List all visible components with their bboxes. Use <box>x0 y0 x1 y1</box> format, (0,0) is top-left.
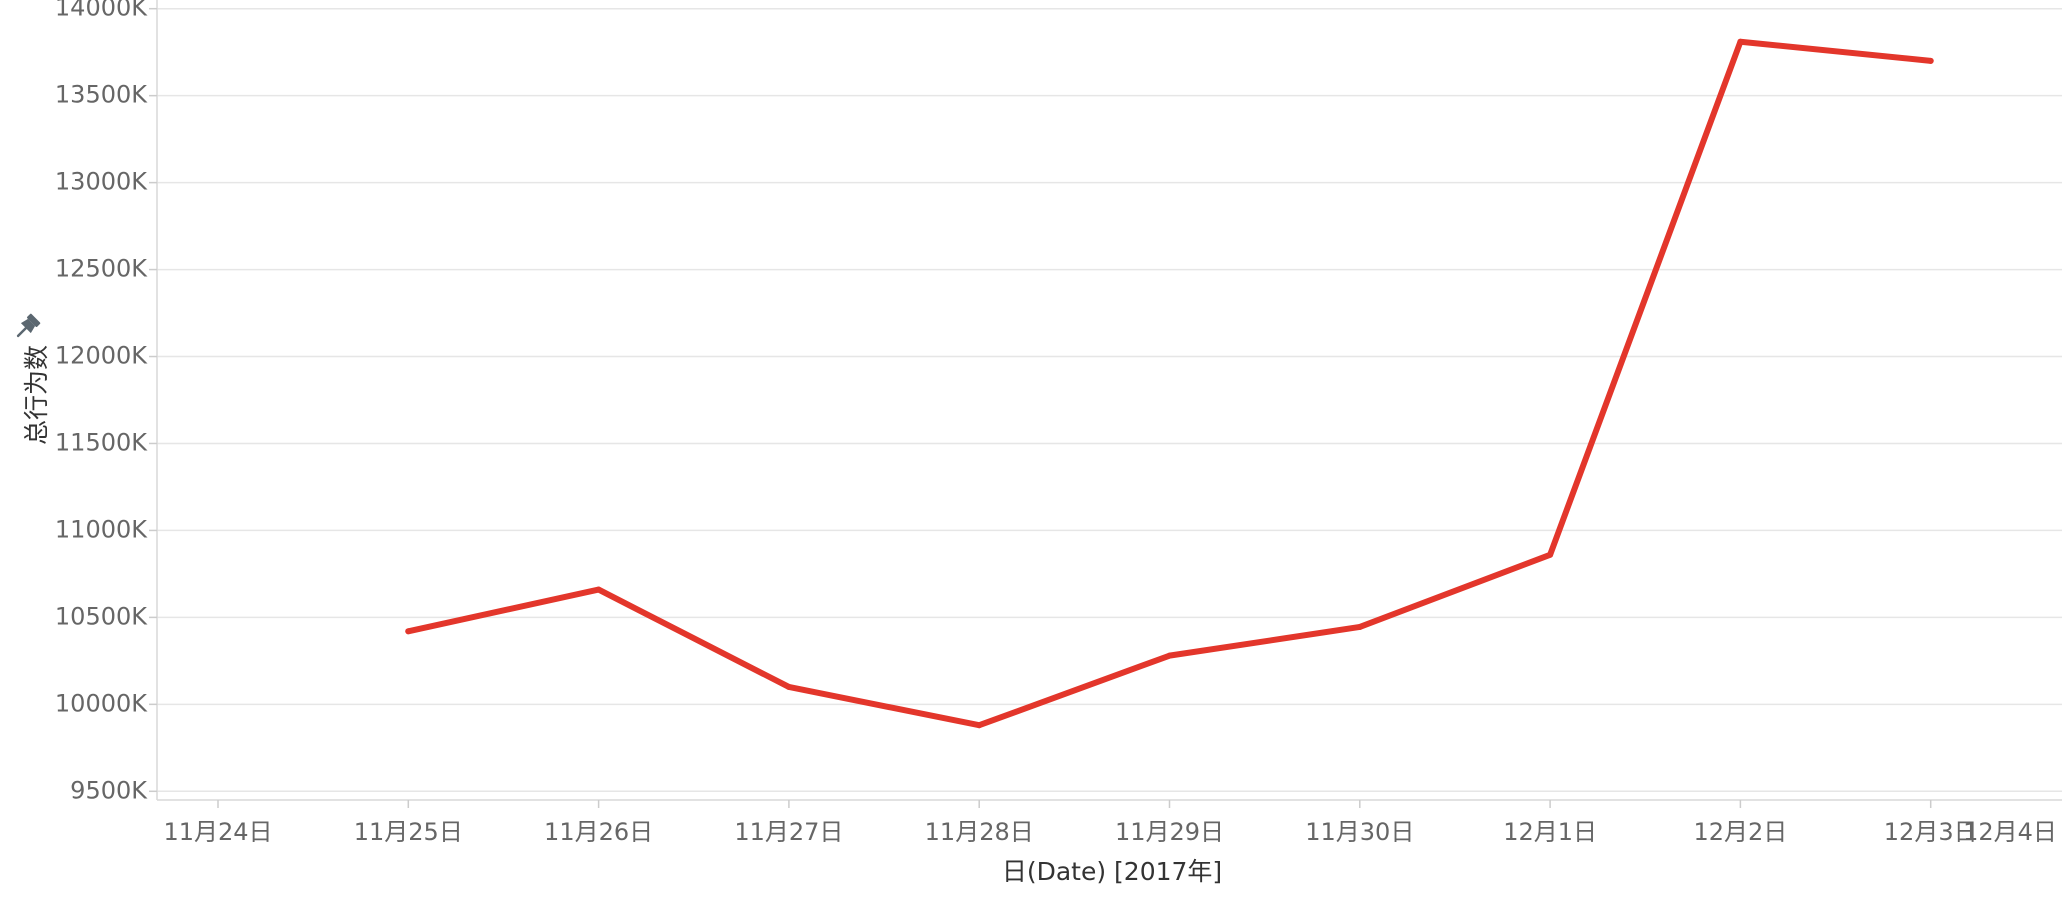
x-axis-ticks: 11月24日 11月25日 11月26日 11月27日 11月28日 11月29日 11月3… <box>163 800 2057 846</box>
x-axis-title: 日(Date) [2017年] <box>1002 857 1222 886</box>
x-tick-label: 12月1日 <box>1503 818 1597 846</box>
x-tick-label: 11月25日 <box>354 818 463 846</box>
y-axis-title: 总行为数 <box>22 345 51 445</box>
data-point[interactable] <box>1737 38 1744 45</box>
y-tick-label: 12000K <box>55 342 148 370</box>
y-tick-label: 10000K <box>55 689 148 717</box>
data-point[interactable] <box>405 628 412 635</box>
x-tick-label: 12月2日 <box>1693 818 1787 846</box>
grid-lines <box>157 7 2062 793</box>
data-point[interactable] <box>1547 551 1554 558</box>
y-tick-label: 12500K <box>55 255 148 283</box>
y-tick-label: 13000K <box>55 168 148 196</box>
series-line <box>405 38 1934 729</box>
y-tick-label: 11000K <box>55 515 148 543</box>
y-tick-label: 14000K <box>55 0 148 22</box>
x-tick-label: 11月29日 <box>1115 818 1224 846</box>
pin-icon[interactable] <box>13 313 41 341</box>
data-point[interactable] <box>1356 623 1363 630</box>
x-tick-label: 11月26日 <box>544 818 653 846</box>
y-axis-ticks: 9500K 10000K 10500K 11000K 11500K 12000K 12500… <box>55 0 157 804</box>
data-point[interactable] <box>595 586 602 593</box>
x-tick-label: 12月4日 <box>1963 818 2057 846</box>
x-tick-label: 11月30日 <box>1305 818 1414 846</box>
y-tick-label: 9500K <box>70 776 148 804</box>
x-tick-label: 12月3日 <box>1884 818 1978 846</box>
y-tick-label: 11500K <box>55 428 148 456</box>
data-point[interactable] <box>1927 57 1934 64</box>
y-tick-label: 10500K <box>55 602 148 630</box>
x-tick-label: 11月24日 <box>163 818 272 846</box>
x-tick-label: 11月28日 <box>925 818 1034 846</box>
data-point[interactable] <box>976 722 983 729</box>
y-axis-title-group: 总行为数 <box>22 345 51 445</box>
x-tick-label: 11月27日 <box>734 818 843 846</box>
series <box>405 38 1934 729</box>
data-point[interactable] <box>785 683 792 690</box>
y-tick-label: 13500K <box>55 81 148 109</box>
data-point[interactable] <box>1166 652 1173 659</box>
